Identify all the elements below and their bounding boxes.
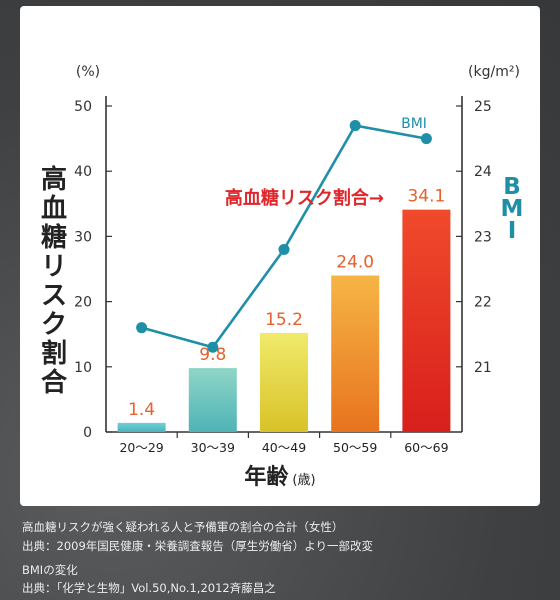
left-tick-label: 40 bbox=[74, 164, 92, 180]
bar-value-label: 34.1 bbox=[407, 187, 445, 207]
left-tick-label: 0 bbox=[83, 425, 92, 441]
x-tick-label: 40〜49 bbox=[262, 440, 306, 455]
footnote-2: 出典：2009年国民健康・栄養調査報告（厚生労働省）より一部改変 bbox=[22, 539, 374, 553]
right-tick-label: 22 bbox=[474, 295, 492, 311]
left-tick-label: 20 bbox=[74, 295, 92, 311]
left-axis-label-char: 糖 bbox=[41, 222, 67, 253]
bmi-line-series bbox=[136, 120, 432, 353]
bmi-point bbox=[349, 120, 361, 132]
x-tick-label: 50〜59 bbox=[333, 440, 377, 455]
right-axis-label-char: B bbox=[503, 174, 521, 200]
right-axis-label-char: I bbox=[508, 218, 517, 244]
left-axis-label-char: リ bbox=[41, 252, 67, 282]
footnote-3: BMIの変化 bbox=[22, 563, 78, 577]
footnote-1: 高血糖リスクが強く疑われる人と予備軍の割合の合計（女性） bbox=[22, 520, 344, 534]
left-axis-label-char: ク bbox=[41, 310, 67, 340]
left-tick-label: 50 bbox=[74, 99, 92, 115]
bar-value-labels: 1.4 9.8 15.2 24.0 34.1 bbox=[128, 187, 445, 420]
bmi-line-label: BMI bbox=[401, 116, 427, 132]
x-axis-label-suffix: (歳) bbox=[292, 473, 315, 488]
bar bbox=[117, 422, 166, 432]
bar-series-label: 高血糖リスク割合→ bbox=[225, 187, 384, 209]
bmi-point bbox=[278, 243, 290, 255]
left-axis-label-char: 血 bbox=[41, 194, 67, 224]
left-tick-label: 30 bbox=[74, 229, 92, 245]
left-axis-unit: (%) bbox=[76, 64, 100, 80]
bar bbox=[188, 368, 237, 432]
footnote-4: 出典：「化学と生物」Vol.50,No.1,2012斉藤昌之 bbox=[22, 581, 276, 595]
bmi-point bbox=[420, 133, 432, 145]
x-axis-label-main: 年齢 bbox=[244, 464, 289, 490]
left-axis-label-char: 割 bbox=[41, 338, 67, 369]
bmi-point bbox=[207, 341, 219, 353]
bar-series bbox=[117, 209, 451, 432]
right-tick-label: 24 bbox=[474, 164, 492, 180]
bar bbox=[260, 332, 308, 432]
left-tick-label: 10 bbox=[74, 360, 92, 376]
x-tick-label: 20〜29 bbox=[119, 440, 163, 455]
bmi-point bbox=[136, 322, 148, 334]
bar-value-label: 1.4 bbox=[128, 400, 155, 420]
right-axis-unit: (kg/m²) bbox=[468, 64, 520, 80]
x-axis-label: 年齢 (歳) bbox=[244, 464, 315, 490]
right-tick-label: 23 bbox=[474, 229, 492, 245]
bar bbox=[331, 275, 380, 432]
x-tick-label: 30〜39 bbox=[191, 440, 235, 455]
chart-texts: (%) (kg/m²) 高血糖リスク割合 BMI BMI 高血糖リスク割合→ 年齢 (歳) bbox=[41, 64, 523, 490]
right-axis-label-char: M bbox=[501, 196, 524, 222]
bar bbox=[402, 209, 451, 432]
right-tick-label: 25 bbox=[474, 99, 492, 115]
right-tick-label: 21 bbox=[474, 360, 492, 376]
x-tick-label: 60〜69 bbox=[404, 440, 448, 455]
bar-value-label: 24.0 bbox=[336, 253, 374, 273]
bar-value-label: 9.8 bbox=[199, 345, 226, 365]
left-axis-label-char: 合 bbox=[41, 367, 68, 398]
left-axis-label-char: 高 bbox=[41, 164, 67, 195]
bar-value-label: 15.2 bbox=[265, 310, 303, 330]
left-axis-label-char: ス bbox=[41, 281, 67, 311]
